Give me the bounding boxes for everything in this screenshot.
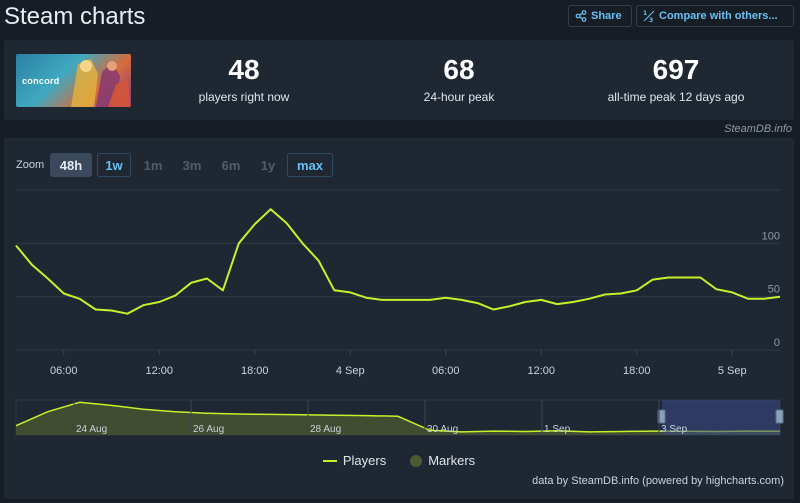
navigator-tick-label: 28 Aug bbox=[310, 424, 341, 435]
alltime-label: all-time peak 12 days ago bbox=[607, 90, 745, 104]
powered-by-credit[interactable]: data by SteamDB.info (powered by highcha… bbox=[532, 475, 784, 487]
x-tick-label: 4 Sep bbox=[336, 365, 365, 377]
navigator-handle-right[interactable] bbox=[775, 409, 784, 424]
fraction-icon: 1 3 bbox=[643, 10, 655, 22]
alltime-value: 697 bbox=[652, 54, 700, 85]
navigator-handle-left[interactable] bbox=[657, 409, 666, 424]
legend-markers[interactable]: Markers bbox=[410, 453, 475, 468]
peak24-value: 68 bbox=[443, 54, 475, 85]
stat-alltime-peak: 697 all-time peak 12 days ago bbox=[586, 54, 766, 104]
zoom-1m-button[interactable]: 1m bbox=[143, 157, 163, 173]
navigator-area bbox=[16, 402, 780, 435]
navigator-selection[interactable] bbox=[662, 400, 780, 435]
x-tick-label: 06:00 bbox=[50, 365, 78, 377]
x-tick-label: 18:00 bbox=[623, 365, 651, 377]
zoom-48h-button[interactable]: 48h bbox=[50, 153, 92, 177]
chart-legend: Players Markers bbox=[4, 453, 794, 468]
game-logo: concord bbox=[22, 76, 60, 86]
y-tick-label: 100 bbox=[762, 230, 780, 242]
current-players-label: players right now bbox=[198, 90, 290, 104]
zoom-6m-button[interactable]: 6m bbox=[221, 157, 241, 173]
x-tick-label: 12:00 bbox=[145, 365, 173, 377]
y-tick-label: 50 bbox=[768, 284, 780, 296]
share-icon bbox=[575, 10, 587, 22]
compare-button[interactable]: 1 3 Compare with others... bbox=[636, 5, 794, 27]
share-button[interactable]: Share bbox=[568, 5, 632, 27]
navigator-tick-label: 3 Sep bbox=[661, 424, 688, 435]
navigator-tick-label: 30 Aug bbox=[427, 424, 458, 435]
x-tick-label: 12:00 bbox=[527, 365, 555, 377]
share-label: Share bbox=[591, 10, 622, 22]
page-header: Steam charts Share 1 3 Compare with othe… bbox=[0, 0, 800, 34]
zoom-3m-button[interactable]: 3m bbox=[182, 157, 202, 173]
players-chart[interactable]: 0 50 100 06:00 12:00 18:00 4 Sep 06:00 12:00 18:0… bbox=[4, 138, 794, 499]
svg-text:1: 1 bbox=[643, 10, 647, 17]
game-art-icon bbox=[71, 59, 131, 107]
navigator-tick-label: 26 Aug bbox=[193, 424, 224, 435]
compare-label: Compare with others... bbox=[659, 10, 778, 22]
navigator-tick-label: 24 Aug bbox=[76, 424, 107, 435]
x-tick-label: 5 Sep bbox=[718, 365, 747, 377]
stat-24h-peak: 68 24-hour peak bbox=[389, 54, 529, 104]
peak24-label: 24-hour peak bbox=[423, 90, 495, 104]
y-tick-label: 0 bbox=[774, 337, 780, 349]
legend-players-label: Players bbox=[342, 453, 387, 468]
steamdb-credit[interactable]: SteamDB.info bbox=[724, 123, 792, 135]
zoom-1w-button[interactable]: 1w bbox=[97, 153, 131, 177]
page-title: Steam charts bbox=[4, 3, 146, 30]
stat-current-players: 48 players right now bbox=[174, 54, 314, 104]
x-tick-label: 18:00 bbox=[241, 365, 269, 377]
x-tick-label: 06:00 bbox=[432, 365, 460, 377]
current-players-value: 48 bbox=[228, 54, 260, 85]
navigator-line bbox=[15, 401, 781, 433]
chart-panel: 0 50 100 06:00 12:00 18:00 4 Sep 06:00 12:00 18:0… bbox=[4, 138, 794, 499]
zoom-1y-button[interactable]: 1y bbox=[260, 157, 276, 173]
stats-panel: concord 48 players right now 68 24-hour … bbox=[4, 40, 794, 120]
navigator-tick-label: 1 Sep bbox=[544, 424, 571, 435]
svg-text:3: 3 bbox=[649, 17, 653, 22]
markers-legend-swatch bbox=[410, 454, 423, 467]
legend-markers-label: Markers bbox=[428, 453, 476, 468]
zoom-max-button[interactable]: max bbox=[287, 153, 333, 177]
game-thumbnail[interactable]: concord bbox=[16, 54, 131, 107]
players-legend-swatch bbox=[322, 459, 337, 462]
players-series-line[interactable] bbox=[15, 208, 781, 315]
zoom-label: Zoom bbox=[16, 159, 45, 171]
legend-players[interactable]: Players bbox=[322, 453, 387, 468]
